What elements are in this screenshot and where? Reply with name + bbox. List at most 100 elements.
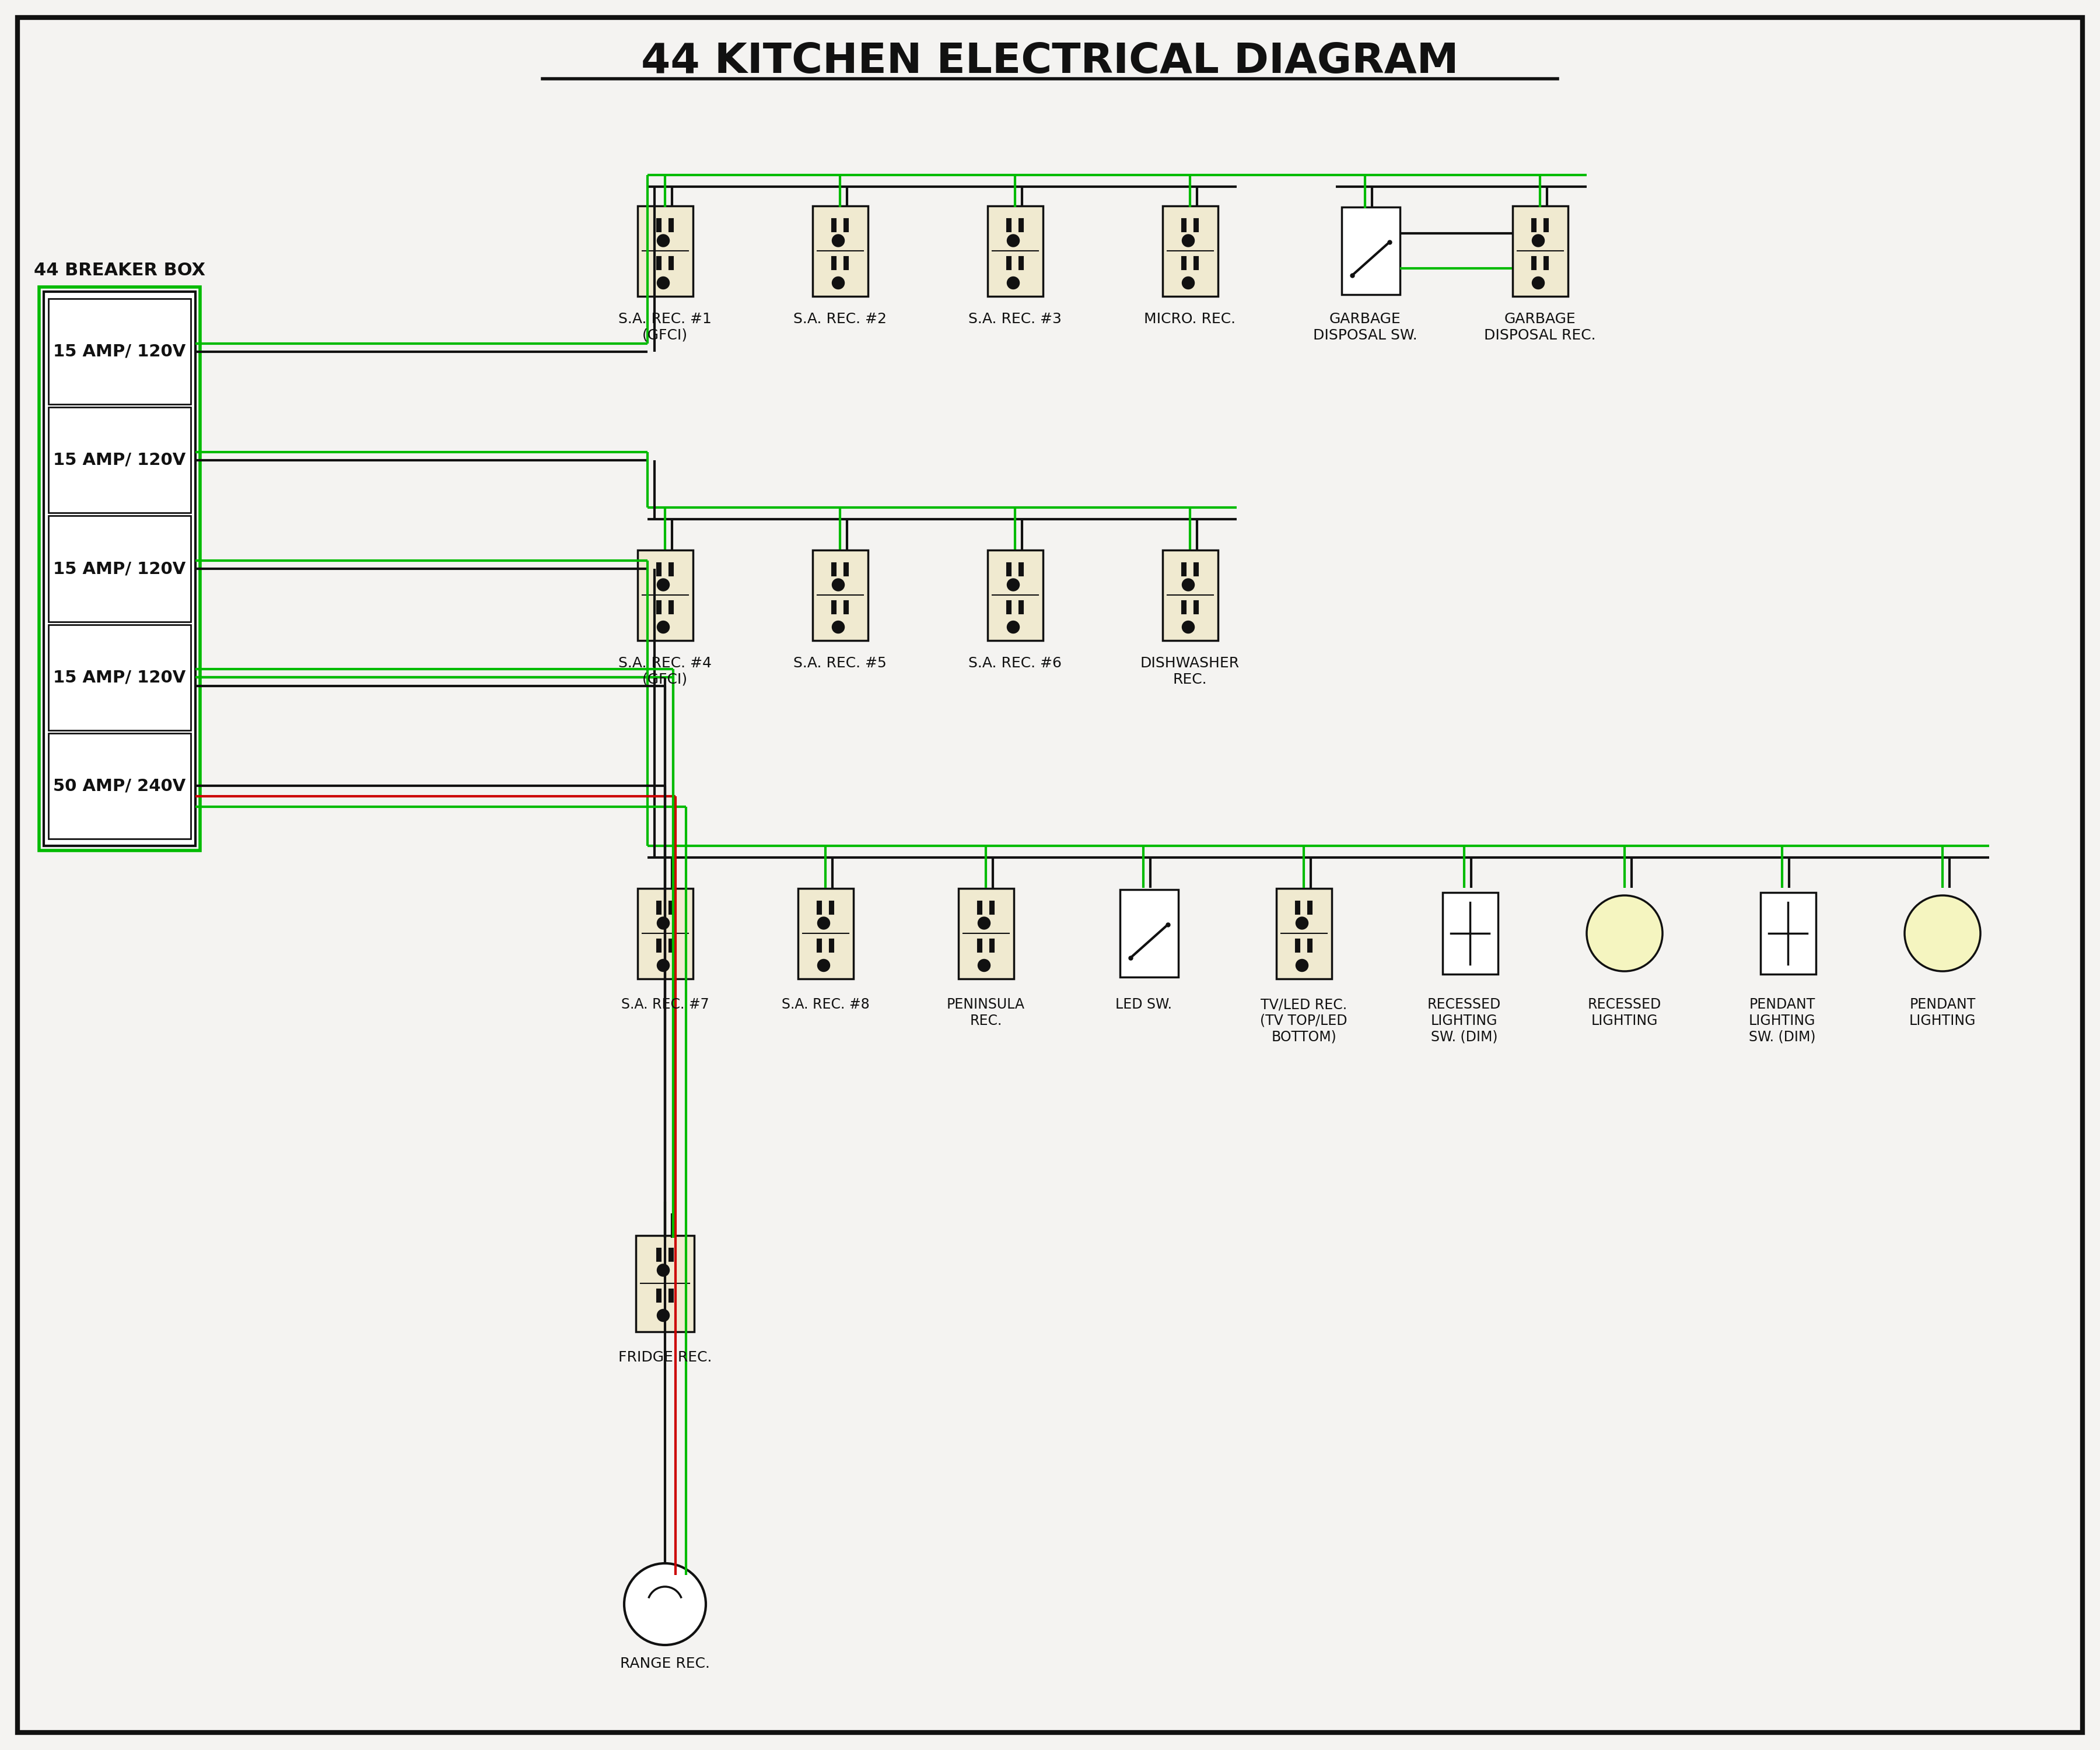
Circle shape (657, 235, 670, 247)
Bar (670, 1290, 674, 1302)
Bar (48, 299, 191, 404)
Bar (987, 550, 1044, 640)
Bar (989, 901, 993, 914)
Circle shape (657, 959, 670, 971)
Bar (657, 257, 662, 270)
Text: S.A. REC. #5: S.A. REC. #5 (794, 656, 886, 670)
Bar (48, 408, 191, 513)
Text: TV/LED REC.
(TV TOP/LED
BOTTOM): TV/LED REC. (TV TOP/LED BOTTOM) (1260, 997, 1348, 1045)
Text: 44 KITCHEN ELECTRICAL DIAGRAM: 44 KITCHEN ELECTRICAL DIAGRAM (640, 42, 1460, 80)
Bar (48, 625, 191, 730)
Circle shape (979, 959, 989, 971)
Bar (670, 600, 674, 614)
Circle shape (817, 917, 830, 929)
Circle shape (1182, 276, 1195, 289)
Circle shape (817, 959, 830, 971)
Bar (670, 219, 674, 231)
Text: 15 AMP/ 120V: 15 AMP/ 120V (52, 668, 187, 686)
Bar (1512, 206, 1569, 296)
Text: RECESSED
LIGHTING
SW. (DIM): RECESSED LIGHTING SW. (DIM) (1428, 997, 1501, 1045)
Bar (657, 600, 662, 614)
Bar (1531, 257, 1535, 270)
Circle shape (979, 917, 989, 929)
Text: FRIDGE REC.: FRIDGE REC. (617, 1351, 712, 1365)
Bar (1182, 564, 1186, 576)
Text: 15 AMP/ 120V: 15 AMP/ 120V (52, 343, 187, 360)
Bar (958, 889, 1014, 978)
Bar (844, 600, 848, 614)
Bar (832, 257, 836, 270)
Text: RANGE REC.: RANGE REC. (620, 1657, 710, 1671)
Bar (1182, 600, 1186, 614)
Circle shape (624, 1563, 706, 1645)
Bar (1161, 206, 1218, 296)
Bar (1544, 219, 1548, 231)
Circle shape (832, 579, 844, 592)
Bar (657, 901, 662, 914)
Circle shape (1008, 276, 1019, 289)
Bar (844, 257, 848, 270)
Bar (1019, 600, 1023, 614)
Bar (979, 901, 983, 914)
Circle shape (1182, 621, 1195, 634)
Bar (44, 292, 195, 845)
Bar (1443, 892, 1497, 975)
Bar (657, 1248, 662, 1260)
Bar (657, 940, 662, 952)
Bar (844, 219, 848, 231)
Circle shape (1533, 235, 1544, 247)
Circle shape (1008, 621, 1019, 634)
Bar (830, 901, 834, 914)
Bar (1195, 564, 1199, 576)
Bar (1296, 940, 1300, 952)
Bar (1006, 564, 1010, 576)
Bar (636, 1236, 695, 1332)
Bar (1195, 257, 1199, 270)
Circle shape (657, 276, 670, 289)
Circle shape (832, 621, 844, 634)
Bar (1277, 889, 1331, 978)
Bar (1195, 219, 1199, 231)
Circle shape (657, 1264, 670, 1276)
Text: 44 BREAKER BOX: 44 BREAKER BOX (34, 262, 206, 278)
Bar (1544, 257, 1548, 270)
Text: S.A. REC. #2: S.A. REC. #2 (794, 312, 886, 326)
Circle shape (1182, 579, 1195, 592)
Bar (1342, 206, 1401, 294)
Text: S.A. REC. #1
(GFCI): S.A. REC. #1 (GFCI) (617, 312, 712, 343)
Bar (670, 940, 674, 952)
Bar (987, 206, 1044, 296)
Circle shape (1588, 896, 1663, 971)
Bar (636, 550, 693, 640)
Text: MICRO. REC.: MICRO. REC. (1145, 312, 1235, 326)
Bar (1006, 600, 1010, 614)
Bar (1019, 219, 1023, 231)
Bar (832, 564, 836, 576)
Bar (813, 206, 867, 296)
Bar (813, 550, 867, 640)
Text: 15 AMP/ 120V: 15 AMP/ 120V (52, 560, 187, 578)
Bar (817, 901, 821, 914)
Bar (657, 564, 662, 576)
Circle shape (657, 917, 670, 929)
Bar (636, 889, 693, 978)
Circle shape (1182, 235, 1195, 247)
Bar (40, 287, 199, 850)
Bar (1119, 889, 1178, 977)
Bar (1182, 219, 1186, 231)
Bar (670, 1248, 674, 1260)
Text: DISHWASHER
REC.: DISHWASHER REC. (1140, 656, 1239, 686)
Text: PENDANT
LIGHTING: PENDANT LIGHTING (1909, 997, 1976, 1027)
Bar (830, 940, 834, 952)
Bar (832, 219, 836, 231)
Circle shape (1296, 959, 1308, 971)
Text: GARBAGE
DISPOSAL SW.: GARBAGE DISPOSAL SW. (1312, 312, 1418, 343)
Bar (670, 564, 674, 576)
Bar (657, 219, 662, 231)
Text: S.A. REC. #3: S.A. REC. #3 (968, 312, 1063, 326)
Circle shape (1905, 896, 1980, 971)
Bar (636, 206, 693, 296)
Circle shape (1296, 917, 1308, 929)
Bar (48, 516, 191, 621)
Text: GARBAGE
DISPOSAL REC.: GARBAGE DISPOSAL REC. (1485, 312, 1596, 343)
